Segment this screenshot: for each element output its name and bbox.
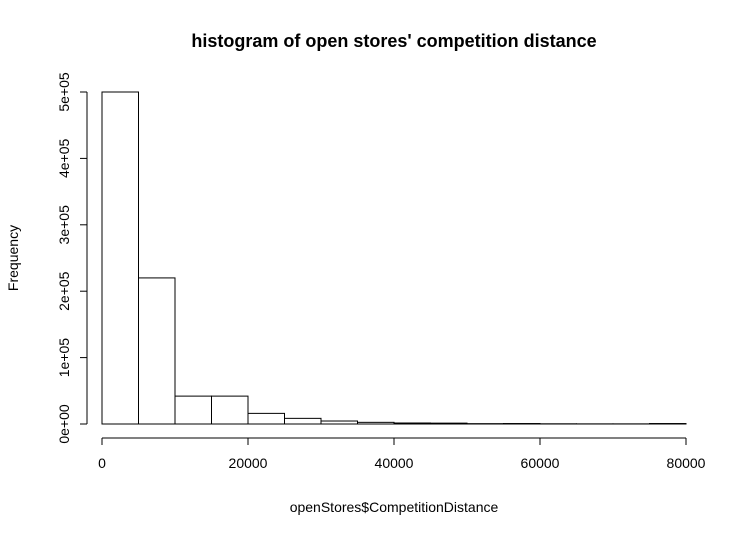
histogram-bar-9 [430, 422, 468, 425]
histogram-bar-1 [138, 277, 176, 425]
x-axis-label: openStores$CompetitionDistance [290, 499, 499, 515]
y-tick-label-2: 2e+05 [56, 271, 72, 311]
histogram-bar-7 [357, 421, 395, 425]
y-tick-label-5: 5e+05 [56, 72, 72, 112]
y-axis: 0e+00 1e+05 2e+05 3e+05 4e+05 5e+05 [56, 72, 88, 444]
histogram-bar-3 [211, 395, 249, 425]
x-tick-label-3: 60000 [521, 455, 560, 471]
histogram-bar-6 [320, 420, 358, 425]
y-tick-label-0: 0e+00 [56, 404, 72, 444]
x-tick-label-4: 80000 [667, 455, 706, 471]
x-tick-label-0: 0 [98, 455, 106, 471]
y-tick-label-1: 1e+05 [56, 338, 72, 378]
histogram-bar-4 [247, 412, 285, 425]
x-tick-label-1: 20000 [229, 455, 268, 471]
y-axis-label: Frequency [5, 225, 21, 291]
x-tick-label-2: 40000 [375, 455, 414, 471]
y-tick-label-3: 3e+05 [56, 205, 72, 245]
chart-title: histogram of open stores' competition di… [191, 31, 596, 51]
histogram-bar-8 [393, 422, 431, 425]
x-axis: 0 20000 40000 60000 80000 [98, 437, 706, 471]
y-tick-label-4: 4e+05 [56, 139, 72, 179]
histogram-bar-0 [101, 91, 139, 425]
histogram-bar-2 [174, 395, 212, 425]
histogram-bar-5 [284, 417, 322, 425]
bars-group [101, 91, 687, 425]
